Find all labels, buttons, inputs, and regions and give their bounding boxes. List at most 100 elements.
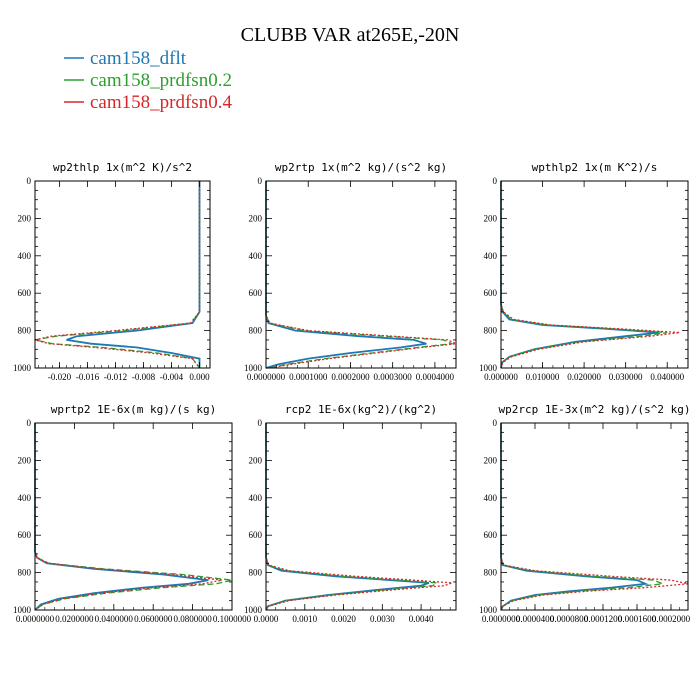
y-tick-label: 600: [18, 288, 32, 298]
y-tick-label: 600: [484, 288, 498, 298]
panel-4: wprtp2 1E-6x(m kg)/(s kg) 0 200 400 600 800 10…: [13, 403, 252, 624]
y-tick-label: 200: [484, 213, 498, 223]
y-tick-label: 200: [18, 455, 32, 465]
y-tick-label: 400: [249, 493, 263, 503]
x-tick-label: 0.0600000: [134, 614, 173, 624]
x-tick-label: 0.0020: [331, 614, 356, 624]
x-tick-label: 0.0030: [370, 614, 395, 624]
y-tick-label: 1000: [479, 363, 498, 373]
x-tick-label: 0.000000: [484, 372, 518, 382]
series-line-3: [265, 181, 459, 369]
panel-title: wprtp2 1E-6x(m kg)/(s kg): [51, 403, 217, 416]
y-tick-label: 400: [484, 251, 498, 261]
y-tick-label: 0: [27, 176, 32, 186]
series-line-3: [500, 423, 689, 611]
x-tick-label: 0.000: [189, 372, 210, 382]
x-tick-label: 0.0001200: [584, 614, 623, 624]
x-tick-label: 0.0002000: [652, 614, 691, 624]
x-tick-label: 0.020000: [567, 372, 601, 382]
x-tick-label: -0.012: [104, 372, 127, 382]
y-tick-label: 0: [27, 418, 32, 428]
legend-entry: cam158_prdfsn0.4: [90, 92, 232, 113]
x-tick-label: 0.0010: [292, 614, 317, 624]
y-tick-label: 1000: [244, 605, 263, 615]
x-tick-label: 0.0002000: [331, 372, 370, 382]
series-line-3: [34, 181, 201, 369]
legend-entry: cam158_prdfsn0.2: [90, 70, 232, 91]
x-tick-label: -0.008: [132, 372, 156, 382]
y-tick-label: 200: [249, 213, 263, 223]
series-line-1: [34, 423, 209, 611]
x-tick-label: -0.004: [160, 372, 184, 382]
x-tick-label: 0.0000400: [516, 614, 555, 624]
panel-title: wpthlp2 1x(m K^2)/s: [532, 161, 658, 174]
x-tick-label: 0.0400000: [95, 614, 134, 624]
series-line-2: [500, 181, 668, 369]
y-tick-label: 200: [249, 455, 263, 465]
y-tick-label: 200: [18, 213, 32, 223]
x-tick-label: 0.030000: [609, 372, 643, 382]
plot-frame: [265, 180, 457, 369]
y-tick-label: 1000: [244, 363, 263, 373]
y-tick-label: 400: [18, 493, 32, 503]
panel-3: wpthlp2 1x(m K^2)/s 0 200 400 600 800 10000.00…: [479, 161, 689, 382]
y-tick-label: 800: [249, 326, 263, 336]
plot-frame: [500, 422, 689, 611]
panel-5: rcp2 1E-6x(kg^2)/(kg^2) 0 200 400 600 800 1000…: [244, 403, 457, 624]
x-tick-label: -0.020: [48, 372, 72, 382]
y-tick-label: 400: [18, 251, 32, 261]
series-line-1: [500, 423, 649, 611]
panel-2: wp2rtp 1x(m^2 kg)/(s^2 kg) 0 200 400 600 800 1…: [244, 161, 459, 382]
x-tick-label: 0.0000800: [550, 614, 589, 624]
x-tick-label: 0.0040: [409, 614, 434, 624]
panel-title: wp2rtp 1x(m^2 kg)/(s^2 kg): [275, 161, 447, 174]
x-tick-label: 0.0000000: [482, 614, 521, 624]
y-tick-label: 600: [249, 288, 263, 298]
series-line-1: [265, 423, 430, 611]
y-tick-label: 600: [484, 530, 498, 540]
panel-1: wp2thlp 1x(m^2 K)/s^2 0 200 400 600 800 1000 -0…: [13, 161, 211, 382]
x-tick-label: 0.010000: [526, 372, 560, 382]
x-tick-label: 0.0200000: [55, 614, 94, 624]
x-tick-label: 0.0001600: [618, 614, 657, 624]
x-tick-label: 0.0003000: [374, 372, 413, 382]
series-line-1: [265, 181, 427, 369]
x-tick-label: 0.0000000: [16, 614, 55, 624]
y-tick-label: 200: [484, 455, 498, 465]
x-tick-label: -0.016: [76, 372, 100, 382]
y-tick-label: 400: [484, 493, 498, 503]
panel-title: wp2thlp 1x(m^2 K)/s^2: [53, 161, 192, 174]
panel-6: wp2rcp 1E-3x(m^2 kg)/(s^2 kg)0 200 400 600 8…: [479, 403, 691, 624]
panel-title: rcp2 1E-6x(kg^2)/(kg^2): [285, 403, 437, 416]
y-tick-label: 800: [484, 326, 498, 336]
series-line-1: [500, 181, 659, 369]
x-tick-label: 0.0001000: [289, 372, 328, 382]
y-tick-label: 0: [493, 418, 498, 428]
y-tick-label: 800: [18, 568, 32, 578]
x-tick-label: 0.0000000: [247, 372, 286, 382]
figure-title: CLUBB VAR at265E,-20N: [241, 24, 460, 46]
x-tick-label: 0.040000: [650, 372, 684, 382]
y-tick-label: 600: [18, 530, 32, 540]
x-tick-label: 0.1000000: [213, 614, 252, 624]
y-tick-label: 1000: [13, 605, 32, 615]
y-tick-label: 800: [484, 568, 498, 578]
panel-title: wp2rcp 1E-3x(m^2 kg)/(s^2 kg): [498, 403, 690, 416]
series-line-3: [500, 181, 680, 369]
y-tick-label: 1000: [479, 605, 498, 615]
y-tick-label: 1000: [13, 363, 32, 373]
y-tick-label: 0: [493, 176, 498, 186]
y-tick-label: 0: [258, 418, 263, 428]
series-line-2: [34, 181, 201, 369]
y-tick-label: 800: [18, 326, 32, 336]
x-tick-label: 0.0800000: [173, 614, 212, 624]
y-tick-label: 0: [258, 176, 263, 186]
plot-frame: [34, 180, 211, 369]
y-tick-label: 400: [249, 251, 263, 261]
y-tick-label: 600: [249, 530, 263, 540]
y-tick-label: 800: [249, 568, 263, 578]
x-tick-label: 0.0000: [254, 614, 279, 624]
legend-entry: cam158_dflt: [90, 48, 187, 69]
series-line-1: [66, 181, 201, 368]
series-line-2: [265, 181, 455, 369]
